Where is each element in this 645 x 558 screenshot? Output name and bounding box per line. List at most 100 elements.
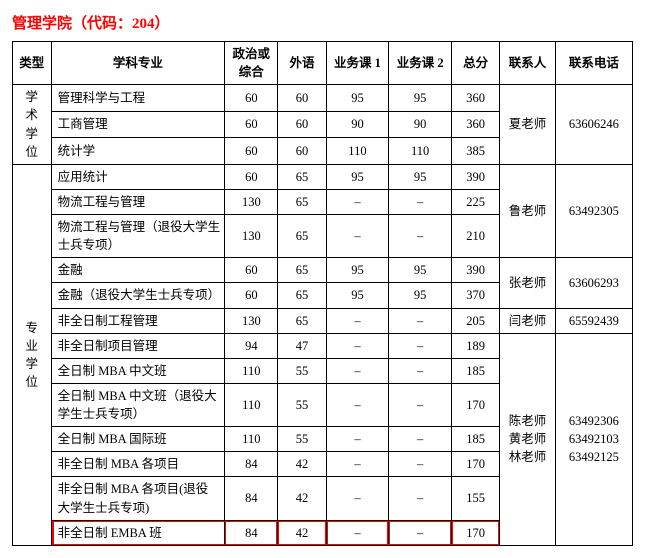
total-cell: 210 (452, 215, 500, 258)
score1-cell: 60 (225, 85, 278, 112)
score2-cell: 42 (278, 477, 326, 520)
score1-cell: 60 (225, 283, 278, 308)
score3-cell: 95 (326, 85, 389, 112)
score2-cell: 60 (278, 138, 326, 165)
score3-cell: – (326, 452, 389, 477)
score3-cell: – (326, 477, 389, 520)
score2-cell: 60 (278, 111, 326, 138)
page-title: 管理学院（代码：204） (12, 12, 633, 33)
score4-cell: 110 (389, 138, 452, 165)
score4-cell: – (389, 452, 452, 477)
th-score2: 外语 (278, 42, 326, 85)
total-cell: 155 (452, 477, 500, 520)
subject-cell: 全日制 MBA 中文班（退役大学生士兵专项） (51, 383, 225, 426)
score1-cell: 60 (225, 138, 278, 165)
total-cell: 390 (452, 164, 500, 189)
score4-cell: – (389, 333, 452, 358)
th-score3: 业务课 1 (326, 42, 389, 85)
score1-cell: 84 (225, 452, 278, 477)
score2-cell: 55 (278, 358, 326, 383)
score1-cell: 84 (225, 477, 278, 520)
phone-cell: 63492305 (555, 164, 632, 258)
th-subject: 学科专业 (51, 42, 225, 85)
subject-cell: 物流工程与管理（退役大学生士兵专项） (51, 215, 225, 258)
type-cell: 专业学位 (13, 164, 52, 545)
total-cell: 170 (452, 383, 500, 426)
total-cell: 390 (452, 258, 500, 283)
score2-cell: 65 (278, 283, 326, 308)
phone-cell: 65592439 (555, 308, 632, 333)
subject-cell: 非全日制工程管理 (51, 308, 225, 333)
score-table: 类型 学科专业 政治或综合 外语 业务课 1 业务课 2 总分 联系人 联系电话… (12, 41, 633, 546)
score1-cell: 110 (225, 358, 278, 383)
contact-cell: 张老师 (500, 258, 555, 308)
score1-cell: 60 (225, 164, 278, 189)
score1-cell: 130 (225, 215, 278, 258)
score3-cell: – (326, 308, 389, 333)
phone-cell: 634923066349210363492125 (555, 333, 632, 545)
total-cell: 370 (452, 283, 500, 308)
score1-cell: 110 (225, 427, 278, 452)
score2-cell: 65 (278, 258, 326, 283)
score4-cell: – (389, 477, 452, 520)
subject-cell: 管理科学与工程 (51, 85, 225, 112)
contact-cell: 夏老师 (500, 85, 555, 165)
subject-cell: 统计学 (51, 138, 225, 165)
total-cell: 170 (452, 452, 500, 477)
phone-cell: 63606293 (555, 258, 632, 308)
total-cell: 385 (452, 138, 500, 165)
score4-cell: 90 (389, 111, 452, 138)
score2-cell: 65 (278, 189, 326, 214)
score3-cell: 110 (326, 138, 389, 165)
contact-cell: 闫老师 (500, 308, 555, 333)
contact-cell: 鲁老师 (500, 164, 555, 258)
subject-cell: 非全日制 EMBA 班 (51, 520, 225, 545)
score4-cell: 95 (389, 283, 452, 308)
th-total: 总分 (452, 42, 500, 85)
th-type: 类型 (13, 42, 52, 85)
total-cell: 185 (452, 427, 500, 452)
subject-cell: 全日制 MBA 国际班 (51, 427, 225, 452)
score4-cell: 95 (389, 85, 452, 112)
score4-cell: – (389, 215, 452, 258)
score3-cell: – (326, 427, 389, 452)
table-row: 专业学位应用统计60659595390鲁老师63492305 (13, 164, 633, 189)
score1-cell: 94 (225, 333, 278, 358)
subject-cell: 非全日制 MBA 各项目(退役大学生士兵专项) (51, 477, 225, 520)
score3-cell: – (326, 383, 389, 426)
score4-cell: – (389, 520, 452, 545)
subject-cell: 工商管理 (51, 111, 225, 138)
score2-cell: 55 (278, 383, 326, 426)
score3-cell: – (326, 333, 389, 358)
th-contact: 联系人 (500, 42, 555, 85)
subject-cell: 金融（退役大学生士兵专项） (51, 283, 225, 308)
score2-cell: 65 (278, 308, 326, 333)
header-row: 类型 学科专业 政治或综合 外语 业务课 1 业务课 2 总分 联系人 联系电话 (13, 42, 633, 85)
score2-cell: 42 (278, 520, 326, 545)
score3-cell: 90 (326, 111, 389, 138)
score3-cell: 95 (326, 164, 389, 189)
table-row: 非全日制工程管理13065––205闫老师65592439 (13, 308, 633, 333)
contact-cell: 陈老师黄老师林老师 (500, 333, 555, 545)
th-score1: 政治或综合 (225, 42, 278, 85)
score3-cell: – (326, 520, 389, 545)
score4-cell: 95 (389, 258, 452, 283)
score3-cell: 95 (326, 283, 389, 308)
score4-cell: – (389, 358, 452, 383)
subject-cell: 金融 (51, 258, 225, 283)
th-phone: 联系电话 (555, 42, 632, 85)
total-cell: 185 (452, 358, 500, 383)
score2-cell: 60 (278, 85, 326, 112)
total-cell: 360 (452, 85, 500, 112)
total-cell: 360 (452, 111, 500, 138)
score4-cell: – (389, 308, 452, 333)
table-row: 金融60659595390张老师63606293 (13, 258, 633, 283)
phone-cell: 63606246 (555, 85, 632, 165)
total-cell: 205 (452, 308, 500, 333)
total-cell: 225 (452, 189, 500, 214)
score2-cell: 65 (278, 215, 326, 258)
score3-cell: – (326, 189, 389, 214)
score4-cell: – (389, 383, 452, 426)
score1-cell: 130 (225, 308, 278, 333)
score3-cell: – (326, 358, 389, 383)
